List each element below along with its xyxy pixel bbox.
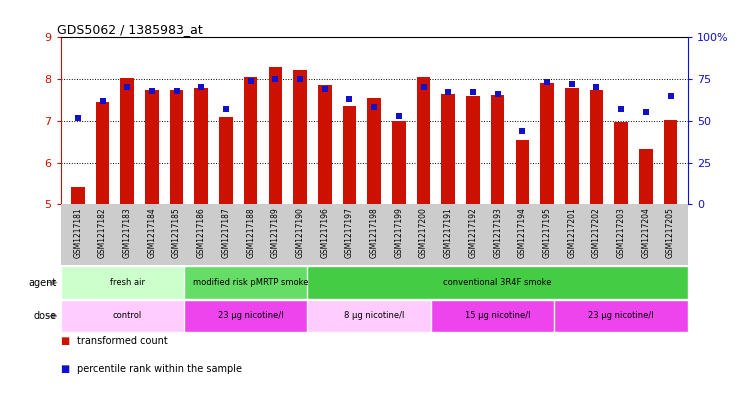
Text: GSM1217182: GSM1217182	[98, 208, 107, 258]
Bar	[170, 90, 183, 204]
Text: fresh air: fresh air	[110, 278, 145, 287]
Bar	[71, 187, 85, 204]
Text: modified risk pMRTP smoke: modified risk pMRTP smoke	[193, 278, 308, 287]
Bar	[184, 300, 317, 332]
Text: GSM1217190: GSM1217190	[296, 208, 305, 258]
Text: GSM1217195: GSM1217195	[542, 208, 551, 258]
Bar	[466, 96, 480, 204]
Text: ■: ■	[61, 364, 70, 373]
Text: GSM1217202: GSM1217202	[592, 208, 601, 258]
Bar	[308, 300, 441, 332]
Bar	[565, 88, 579, 204]
Text: GSM1217187: GSM1217187	[221, 208, 230, 258]
Point	[590, 84, 602, 90]
Point	[146, 88, 158, 94]
Text: percentile rank within the sample: percentile rank within the sample	[77, 364, 242, 373]
Text: 8 μg nicotine/l: 8 μg nicotine/l	[344, 312, 404, 320]
Point	[467, 89, 479, 95]
Text: 23 μg nicotine/l: 23 μg nicotine/l	[588, 312, 654, 320]
Bar	[431, 300, 565, 332]
Point	[492, 91, 503, 97]
Bar	[219, 117, 232, 204]
Bar	[590, 90, 603, 204]
Bar	[120, 78, 134, 204]
Bar	[441, 94, 455, 204]
Point	[393, 113, 404, 119]
Text: dose: dose	[34, 311, 57, 321]
Point	[97, 97, 108, 104]
Point	[121, 84, 133, 90]
Point	[368, 104, 380, 111]
Text: GSM1217198: GSM1217198	[370, 208, 379, 258]
Text: agent: agent	[29, 277, 57, 288]
Text: GSM1217201: GSM1217201	[568, 208, 576, 258]
Text: GSM1217192: GSM1217192	[469, 208, 477, 258]
Text: GSM1217185: GSM1217185	[172, 208, 181, 258]
Point	[196, 84, 207, 90]
Point	[170, 88, 182, 94]
Bar	[318, 85, 331, 204]
Point	[72, 114, 83, 121]
Bar	[308, 266, 688, 299]
Point	[640, 109, 652, 116]
Bar	[417, 77, 430, 204]
Text: 23 μg nicotine/l: 23 μg nicotine/l	[218, 312, 283, 320]
Point	[269, 76, 281, 82]
Text: ■: ■	[61, 336, 70, 346]
Text: GSM1217193: GSM1217193	[493, 208, 502, 258]
Bar	[244, 77, 258, 204]
Bar	[639, 149, 652, 204]
Bar	[663, 120, 677, 204]
Text: GSM1217205: GSM1217205	[666, 208, 675, 258]
Point	[319, 86, 331, 92]
Bar	[269, 67, 282, 204]
Bar	[516, 140, 529, 204]
Bar	[614, 122, 628, 204]
Text: GSM1217186: GSM1217186	[197, 208, 206, 258]
Bar	[184, 266, 317, 299]
Text: GSM1217191: GSM1217191	[444, 208, 452, 258]
Text: conventional 3R4F smoke: conventional 3R4F smoke	[444, 278, 552, 287]
Bar	[61, 300, 194, 332]
Text: GSM1217204: GSM1217204	[641, 208, 650, 258]
Text: GSM1217196: GSM1217196	[320, 208, 329, 258]
Bar	[491, 95, 505, 204]
Point	[517, 128, 528, 134]
Text: control: control	[113, 312, 142, 320]
Text: GSM1217189: GSM1217189	[271, 208, 280, 258]
Point	[245, 78, 257, 84]
Text: transformed count: transformed count	[77, 336, 168, 346]
Bar	[540, 83, 554, 204]
Point	[566, 81, 578, 87]
Text: 15 μg nicotine/l: 15 μg nicotine/l	[465, 312, 531, 320]
Text: GSM1217188: GSM1217188	[246, 208, 255, 258]
Text: GSM1217181: GSM1217181	[73, 208, 83, 258]
Bar	[145, 90, 159, 204]
Bar	[392, 121, 406, 204]
Point	[665, 93, 677, 99]
Point	[541, 79, 553, 86]
Point	[615, 106, 627, 112]
Text: GSM1217183: GSM1217183	[123, 208, 131, 258]
Bar	[195, 88, 208, 204]
Text: GSM1217197: GSM1217197	[345, 208, 354, 258]
Bar	[61, 266, 194, 299]
Point	[442, 89, 454, 95]
Bar	[554, 300, 688, 332]
Point	[220, 106, 232, 112]
Text: GDS5062 / 1385983_at: GDS5062 / 1385983_at	[58, 23, 203, 36]
Text: GSM1217194: GSM1217194	[518, 208, 527, 258]
Bar	[293, 70, 307, 204]
Point	[418, 84, 430, 90]
Point	[344, 96, 356, 102]
Point	[294, 76, 306, 82]
Text: GSM1217203: GSM1217203	[617, 208, 626, 258]
Bar	[96, 102, 109, 204]
Text: GSM1217184: GSM1217184	[148, 208, 156, 258]
Text: GSM1217199: GSM1217199	[394, 208, 404, 258]
Bar	[368, 98, 381, 204]
Bar	[342, 106, 356, 204]
Text: GSM1217200: GSM1217200	[419, 208, 428, 258]
